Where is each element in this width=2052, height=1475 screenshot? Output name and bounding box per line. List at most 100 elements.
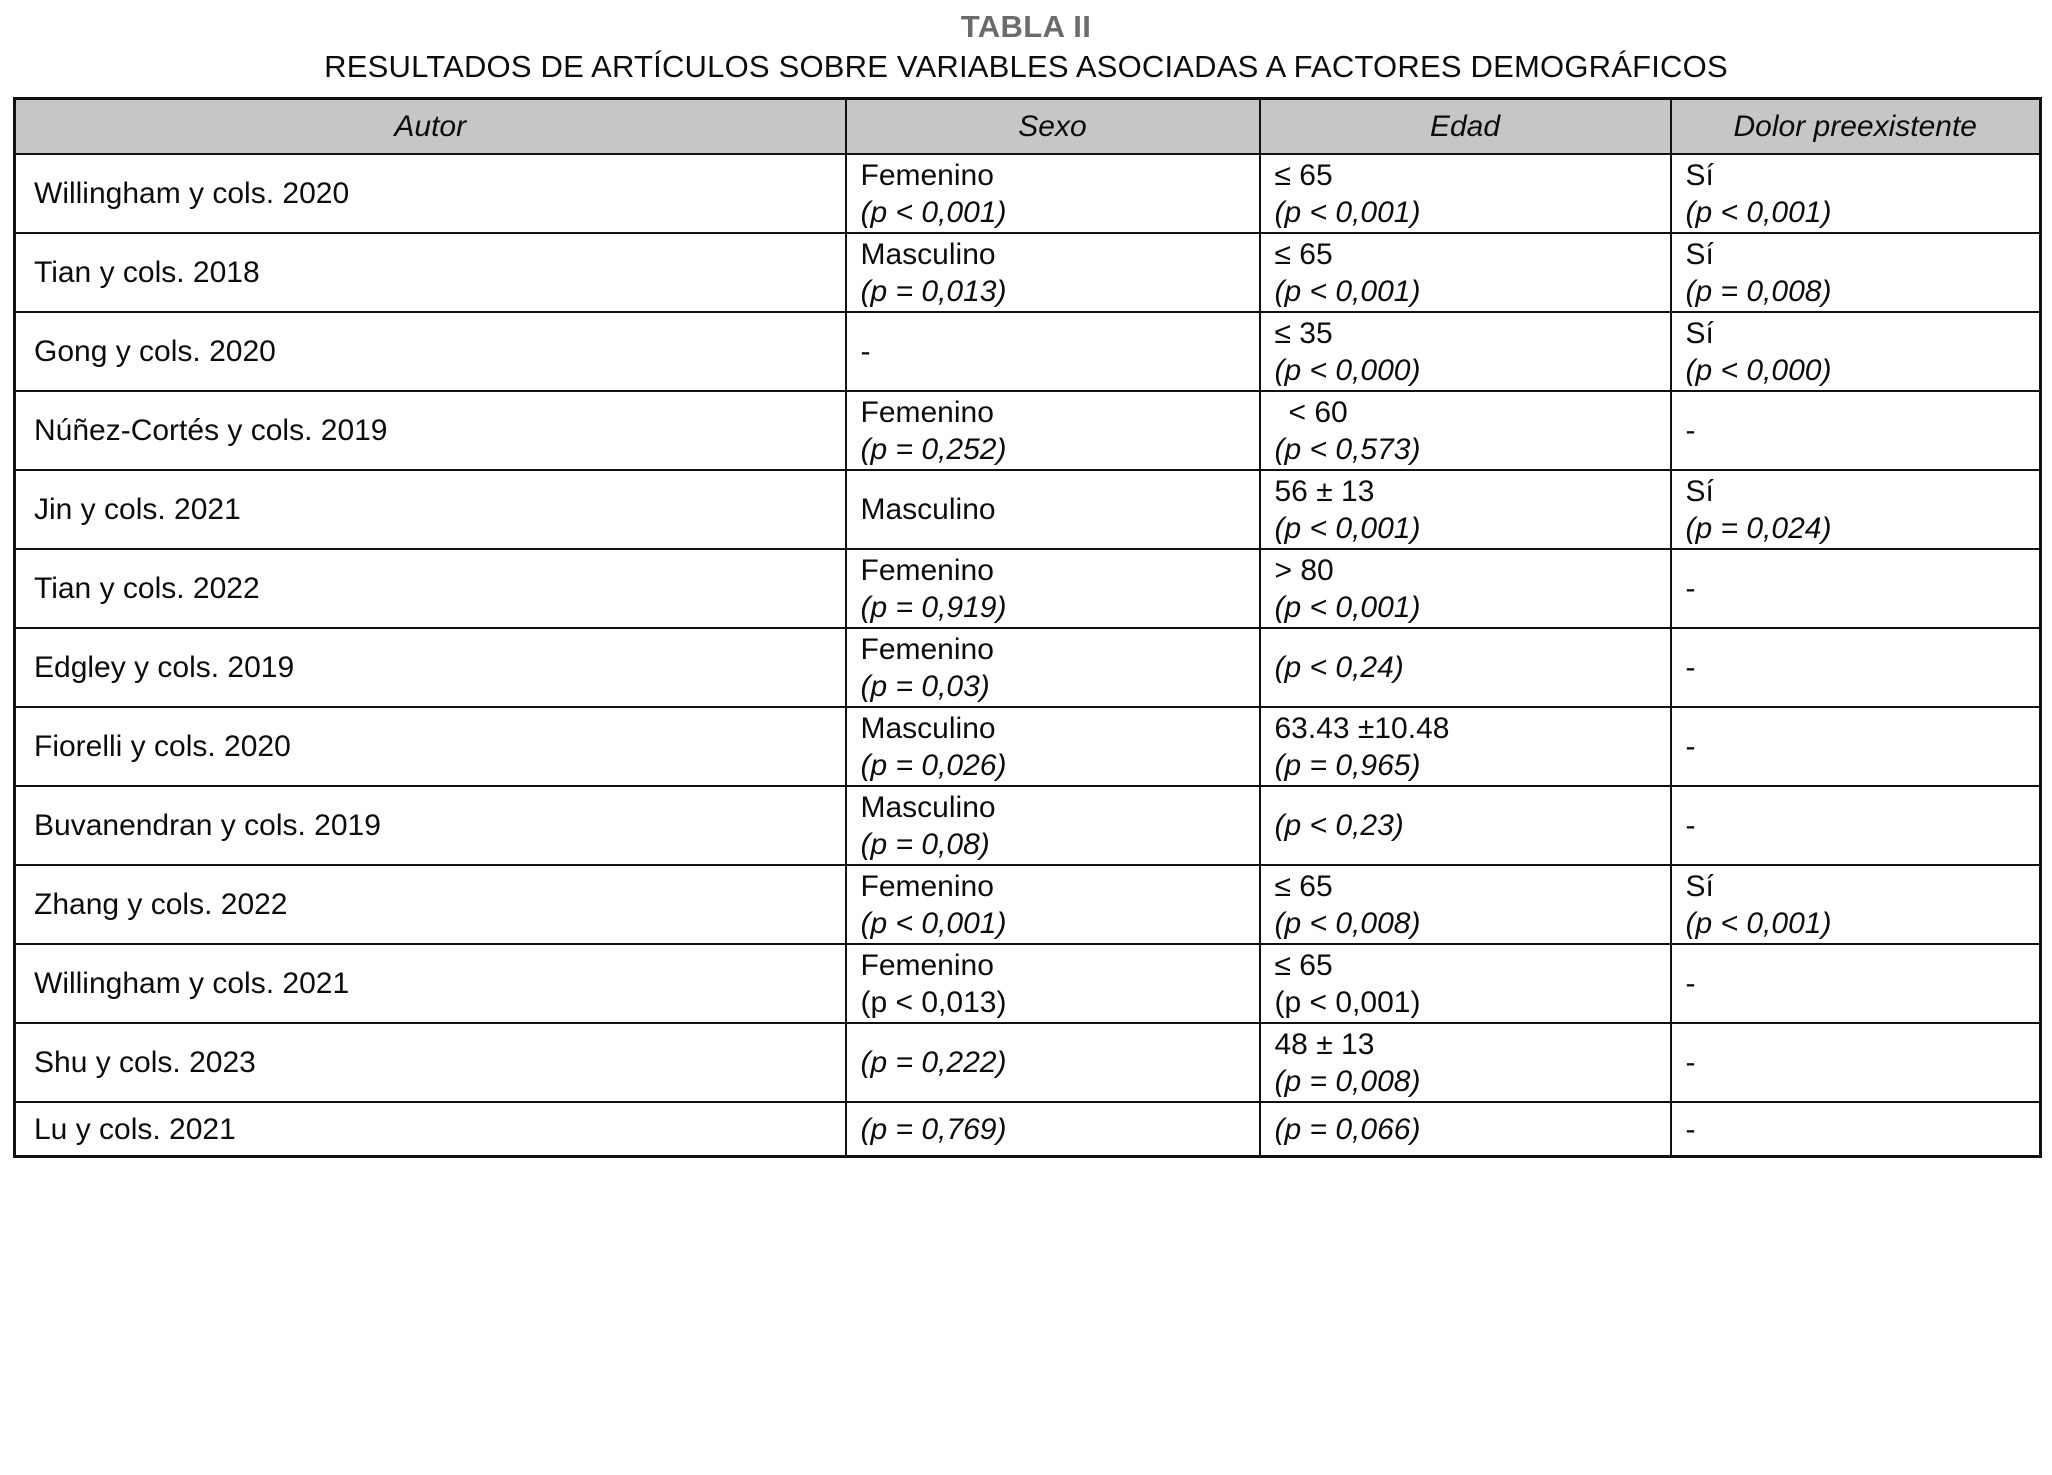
cell-content: Willingham y cols. 2021 (16, 965, 845, 1002)
cell-edad: ≤ 65 (p < 0,001) (1258, 943, 1672, 1024)
cell-value: Sí (1685, 158, 1714, 192)
cell-content: (p = 0,066) (1261, 1111, 1670, 1148)
cell-content: Shu y cols. 2023 (16, 1044, 845, 1081)
cell-autor: Buvanendran y cols. 2019 (13, 785, 847, 866)
table-row: Willingham y cols. 2021 Femenino (p < 0,01… (13, 943, 2042, 1024)
table-row: Núñez-Cortés y cols. 2019 Femenino (p = 0,… (13, 390, 2042, 471)
table-row: Gong y cols. 2020- ≤ 35 (p < 0,000) Sí (p < … (13, 311, 2042, 392)
cell-value: Femenino (860, 869, 994, 903)
cell-value: ≤ 65 (1274, 948, 1333, 982)
cell-value: Sí (1685, 869, 1714, 903)
cell-sexo: Femenino (p = 0,919) (844, 548, 1261, 629)
cell-edad: ≤ 65 (p < 0,001) (1258, 153, 1672, 234)
cell-content: - (1672, 1111, 2040, 1148)
cell-value: Masculino (860, 711, 996, 745)
table-head: Autor Sexo Edad Dolor preexistente (14, 97, 2041, 155)
cell-dolor: - (1669, 390, 2042, 471)
cell-dash: - (1685, 414, 1696, 447)
cell-content: Fiorelli y cols. 2020 (16, 728, 845, 765)
cell-p-value: (p < 0,001) (1685, 906, 1832, 940)
cell-p-value: (p < 0,001) (1274, 274, 1421, 308)
cell-sexo: Femenino (p < 0,001) (844, 153, 1261, 234)
cell-autor: Willingham y cols. 2020 (13, 153, 847, 234)
cell-content: ≤ 65 (p < 0,001) (1261, 947, 1670, 1021)
cell-content: Edgley y cols. 2019 (16, 649, 845, 686)
cell-p-value: (p < 0,000) (1274, 353, 1421, 387)
cell-autor: Edgley y cols. 2019 (13, 627, 847, 708)
cell-content: - (1672, 412, 2040, 449)
cell-sexo: (p = 0,222) (844, 1022, 1261, 1103)
cell-content: Núñez-Cortés y cols. 2019 (16, 412, 845, 449)
cell-edad: 56 ± 13 (p < 0,001) (1258, 469, 1672, 550)
cell-p-value: (p = 0,965) (1274, 748, 1421, 782)
cell-content: ≤ 65 (p < 0,008) (1261, 868, 1670, 942)
cell-dash: - (1685, 1112, 1696, 1146)
cell-dash: - (1685, 967, 1696, 1000)
cell-edad: ≤ 35 (p < 0,000) (1258, 311, 1672, 392)
cell-sexo: Femenino (p < 0,013) (844, 943, 1261, 1024)
cell-content: Sí (p = 0,008) (1672, 236, 2040, 310)
cell-content: Masculino (p = 0,08) (847, 789, 1259, 863)
table-row: Tian y cols. 2022 Femenino (p = 0,919) > 80… (13, 548, 2042, 629)
cell-value: < 60 (1288, 395, 1348, 429)
cell-content: Masculino (p = 0,013) (847, 236, 1259, 310)
cell-value: Sí (1685, 316, 1714, 350)
cell-autor: Fiorelli y cols. 2020 (13, 706, 847, 787)
cell-sexo: Masculino (p = 0,08) (844, 785, 1261, 866)
cell-value: Femenino (860, 158, 994, 192)
cell-content: ≤ 35 (p < 0,000) (1261, 315, 1670, 389)
cell-sexo: (p = 0,769) (844, 1101, 1261, 1158)
cell-content: Femenino (p = 0,252) (847, 394, 1259, 468)
table-caption: RESULTADOS DE ARTÍCULOS SOBRE VARIABLES … (324, 49, 1728, 84)
cell-p-value: (p < 0,008) (1274, 906, 1421, 940)
column-header-sexo: Sexo (844, 97, 1261, 155)
cell-content: 56 ± 13 (p < 0,001) (1261, 473, 1670, 547)
cell-content: Sí (p < 0,000) (1672, 315, 2040, 389)
cell-content: (p < 0,23) (1261, 807, 1670, 844)
author-label: Edgley y cols. 2019 (34, 651, 295, 684)
column-header-autor: Autor (14, 97, 847, 155)
table-body: Willingham y cols. 2020 Femenino (p < 0,00… (13, 153, 2042, 1158)
table-wrapper: Autor Sexo Edad Dolor preexistente Willi… (13, 97, 2042, 1158)
author-label: Jin y cols. 2021 (34, 493, 241, 526)
cell-edad: < 60 (p < 0,573) (1258, 390, 1672, 471)
cell-dolor: - (1669, 943, 2042, 1024)
cell-edad: ≤ 65 (p < 0,001) (1258, 232, 1672, 313)
cell-content: - (1672, 728, 2040, 765)
cell-content: ≤ 65 (p < 0,001) (1261, 157, 1670, 231)
cell-value: ≤ 65 (1274, 158, 1333, 192)
cell-autor: Tian y cols. 2018 (13, 232, 847, 313)
cell-content: Jin y cols. 2021 (16, 491, 845, 528)
author-label: Willingham y cols. 2020 (34, 177, 350, 210)
cell-p-value: (p = 0,252) (860, 432, 1007, 466)
cell-content: Femenino (p < 0,001) (847, 868, 1259, 942)
cell-content: Tian y cols. 2018 (16, 254, 845, 291)
cell-p-value: (p < 0,001) (1274, 590, 1421, 624)
cell-dash: - (1685, 651, 1696, 684)
author-label: Núñez-Cortés y cols. 2019 (34, 414, 388, 447)
cell-autor: Lu y cols. 2021 (13, 1101, 847, 1158)
cell-content: < 60 (p < 0,573) (1261, 394, 1670, 468)
cell-p-value: (p < 0,001) (860, 906, 1007, 940)
cell-dolor: Sí (p < 0,001) (1669, 153, 2042, 234)
cell-value: Masculino (860, 790, 996, 824)
cell-content: Tian y cols. 2022 (16, 570, 845, 607)
cell-autor: Núñez-Cortés y cols. 2019 (13, 390, 847, 471)
cell-value: Masculino (860, 493, 996, 526)
cell-content: (p = 0,769) (847, 1111, 1259, 1148)
author-label: Tian y cols. 2022 (34, 572, 260, 605)
cell-dash: - (1685, 730, 1696, 763)
cell-content: Gong y cols. 2020 (16, 333, 845, 370)
column-header-dolor-preexistente: Dolor preexistente (1669, 97, 2041, 155)
author-label: Gong y cols. 2020 (34, 335, 276, 368)
cell-p-value: (p = 0,008) (1685, 274, 1832, 308)
cell-value: Masculino (860, 237, 996, 271)
cell-edad: 63.43 ±10.48 (p = 0,965) (1258, 706, 1672, 787)
cell-content: ≤ 65 (p < 0,001) (1261, 236, 1670, 310)
author-label: Shu y cols. 2023 (34, 1046, 256, 1079)
cell-content: Zhang y cols. 2022 (16, 886, 845, 923)
cell-value: Sí (1685, 237, 1714, 271)
cell-value: ≤ 65 (1274, 237, 1333, 271)
cell-dolor: - (1669, 627, 2042, 708)
cell-value: 56 ± 13 (1274, 474, 1375, 508)
